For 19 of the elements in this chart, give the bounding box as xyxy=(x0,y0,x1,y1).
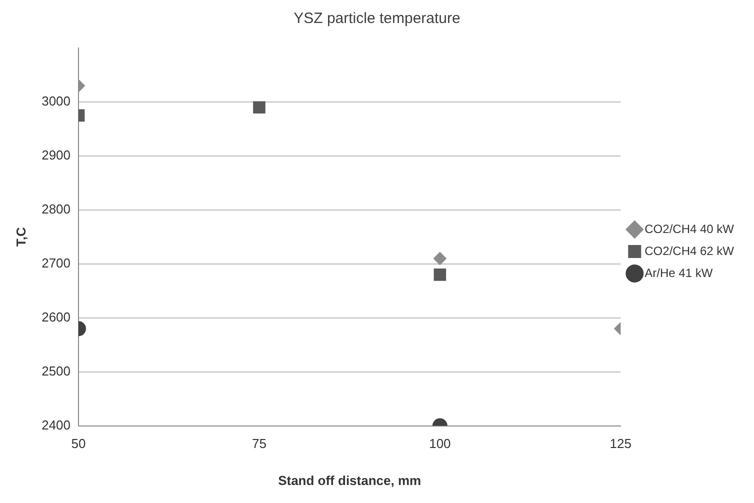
y-tick-label: 2400 xyxy=(42,417,71,432)
legend-label: CO2/CH4 40 kW xyxy=(644,222,735,236)
y-tick-label: 3000 xyxy=(42,94,71,109)
point xyxy=(434,268,446,281)
x-tick-label: 50 xyxy=(71,436,86,452)
y-axis-title: T,C xyxy=(13,226,28,247)
x-axis-title: Stand off distance, mm xyxy=(278,472,422,488)
x-tick-label: 75 xyxy=(252,436,266,452)
y-tick-label: 2700 xyxy=(42,255,71,270)
point xyxy=(253,101,266,114)
x-tick-label: 125 xyxy=(610,436,632,452)
y-tick-label: 2800 xyxy=(42,201,71,216)
y-tick-label: 2600 xyxy=(42,309,71,324)
y-tick-label: 2500 xyxy=(42,363,71,378)
legend-label: CO2/CH4 62 kW xyxy=(644,244,735,258)
legend-label: Ar/He 41 kW xyxy=(644,266,714,280)
x-tick-label: 100 xyxy=(429,436,451,452)
chart-title: YSZ particle temperature xyxy=(294,10,460,28)
y-tick-label: 2900 xyxy=(42,148,71,163)
